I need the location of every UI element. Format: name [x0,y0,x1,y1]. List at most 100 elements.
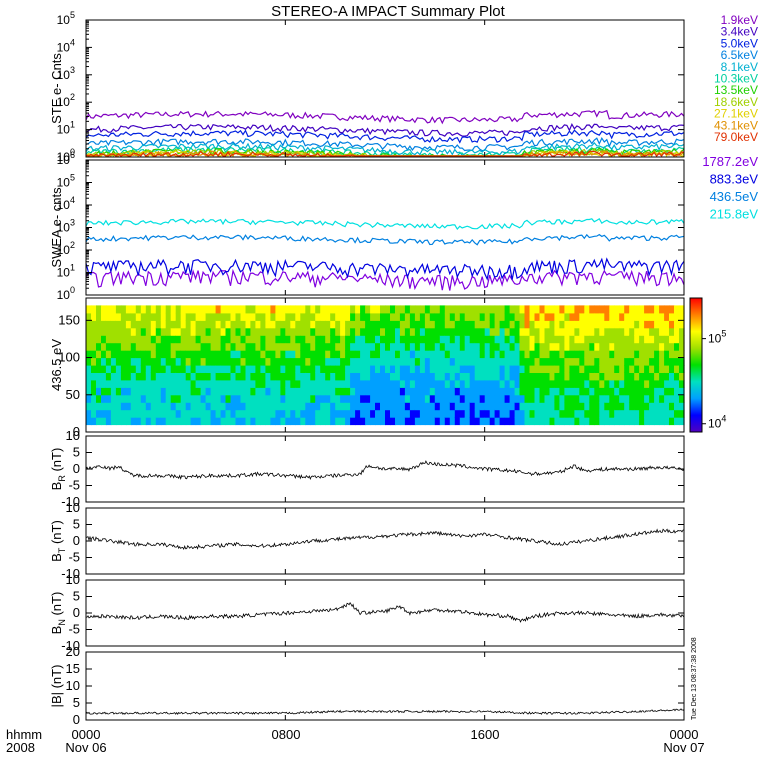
pad-heatmap-cell [300,394,306,403]
pad-heatmap-cell [464,387,471,396]
pad-heatmap-cell [484,365,491,373]
pad-heatmap-cell [290,365,296,373]
pad-heatmap-cell [399,342,406,351]
pad-heatmap-cell [454,372,461,381]
pad-heatmap-cell [165,312,172,321]
pad-heatmap-cell [310,387,316,396]
pad-heatmap-cell [564,327,570,336]
pad-heatmap-cell [86,335,92,344]
pad-heatmap-cell [474,312,481,321]
pad-heatmap-cell [564,372,570,381]
pad-heatmap-cell [285,335,291,344]
pad-heatmap-cell [644,402,650,411]
pad-heatmap-cell [300,342,306,351]
pad-heatmap-cell [569,357,575,366]
pad-heatmap-cell [290,387,296,396]
pad-heatmap-cell [539,365,546,373]
ste-ytick-base: 10 [57,40,71,54]
bn-ylabel-main: B [49,626,64,635]
pad-heatmap-cell [484,312,491,321]
pad-heatmap-cell [165,350,172,359]
pad-heatmap-cell [564,387,570,396]
pad-heatmap-cell [230,350,237,359]
pad-heatmap-cell [365,305,371,314]
pad-heatmap-cell [215,365,222,373]
bmag-ytick-label: 0 [73,712,80,727]
pad-heatmap-cell [524,320,531,329]
pad-heatmap-cell [345,372,351,381]
ste-ytick-exp: 5 [70,10,75,20]
pad-heatmap-cell [404,409,411,418]
pad-heatmap-cell [574,372,580,381]
pad-heatmap-cell [245,350,252,359]
pad-heatmap-cell [335,320,341,329]
pad-heatmap-cell [414,312,421,321]
pad-heatmap-cell [290,417,296,426]
pad-heatmap-cell [230,335,237,344]
pad-heatmap-cell [285,409,291,418]
pad-heatmap-cell [594,327,600,336]
pad-heatmap-cell [479,357,486,366]
pad-heatmap-cell [669,394,675,403]
pad-heatmap-cell [589,379,595,388]
pad-heatmap-cell [599,387,605,396]
pad-heatmap-cell [315,335,321,344]
pad-heatmap-cell [380,327,386,336]
pad-heatmap-cell [220,379,227,388]
pad-heatmap-cell [459,365,466,373]
pad-heatmap-cell [424,409,431,418]
pad-heatmap-cell [504,365,511,373]
pad-heatmap-cell [509,402,516,411]
pad-heatmap-cell [350,409,356,418]
pad-heatmap-cell [130,379,137,388]
pad-heatmap-cell [185,357,192,366]
pad-heatmap-cell [584,402,590,411]
pad-heatmap-cell [120,409,127,418]
pad-heatmap-cell [165,394,172,403]
pad-heatmap-cell [330,350,336,359]
pad-heatmap-cell [200,335,207,344]
pad-heatmap-cell [380,357,386,366]
pad-heatmap-cell [489,312,496,321]
pad-heatmap-cell [270,402,276,411]
pad-heatmap-cell [509,417,516,426]
pad-heatmap-cell [459,312,466,321]
pad-heatmap-cell [479,402,486,411]
pad-heatmap-cell [96,342,102,351]
pad-heatmap-cell [519,394,526,403]
br-ytick-label: 5 [73,445,80,460]
pad-heatmap-cell [404,350,411,359]
pad-heatmap-cell [230,312,237,321]
pad-heatmap-cell [225,312,232,321]
pad-heatmap-cell [215,417,222,426]
pad-heatmap-cell [200,372,207,381]
pad-heatmap-cell [509,312,516,321]
pad-heatmap-cell [489,335,496,344]
pad-heatmap-cell [469,312,476,321]
pad-heatmap-cell [225,305,232,314]
pad-heatmap-cell [514,335,521,344]
pad-heatmap-cell [609,387,615,396]
pad-heatmap-cell [330,372,336,381]
pad-heatmap-cell [335,312,341,321]
pad-heatmap-cell [310,312,316,321]
pad-heatmap-cell [91,417,97,426]
pad-heatmap-cell [469,335,476,344]
pad-heatmap-cell [584,320,590,329]
pad-heatmap-cell [534,379,541,388]
pad-heatmap-cell [175,335,182,344]
pad-heatmap-cell [395,372,401,381]
pad-heatmap-cell [135,387,142,396]
pad-heatmap-cell [429,350,436,359]
pad-heatmap-cell [120,372,127,381]
pad-heatmap-cell [195,379,202,388]
pad-heatmap-cell [235,372,242,381]
pad-heatmap-cell [629,394,635,403]
pad-heatmap-cell [649,394,655,403]
pad-heatmap-cell [634,409,640,418]
pad-heatmap-cell [404,335,411,344]
pad-heatmap-cell [634,387,640,396]
pad-heatmap-cell [404,342,411,351]
pad-heatmap-cell [160,320,167,329]
pad-heatmap-cell [350,350,356,359]
